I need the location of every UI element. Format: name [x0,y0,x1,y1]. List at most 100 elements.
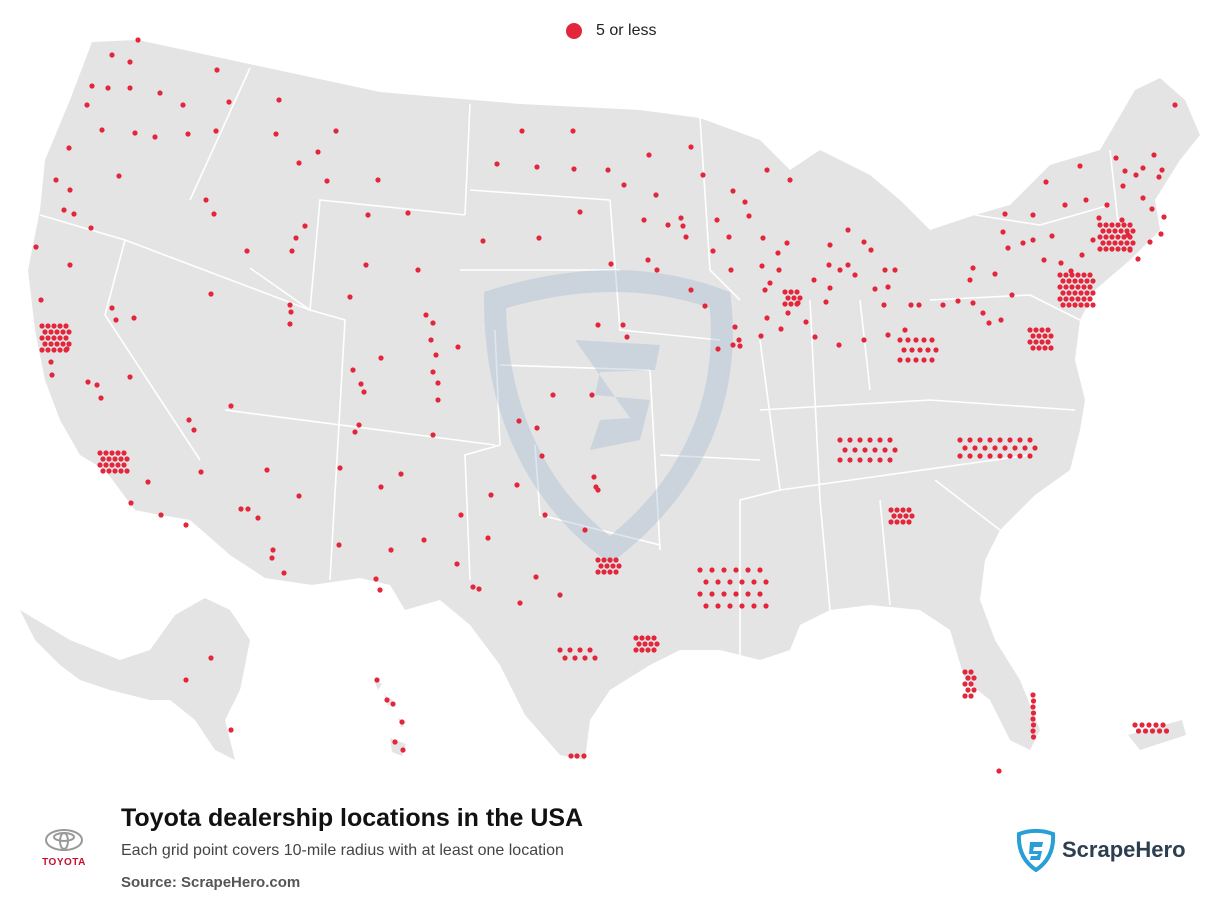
dealership-dot [867,437,873,443]
dealership-dot [900,507,906,513]
dealership-dot [48,329,54,335]
dealership-dot [745,567,751,573]
dealership-dot [1030,692,1036,698]
dealership-dot [683,234,689,240]
dealership-dot [710,248,716,254]
dealership-dot [415,267,421,273]
dealership-dot [1140,165,1146,171]
dealership-dot [118,468,124,474]
dealership-dot [1030,333,1036,339]
dealership-dot [1042,345,1048,351]
dealership-dot [757,591,763,597]
dealership-dot [778,326,784,332]
dealership-dot [1060,302,1066,308]
dealership-dot [894,519,900,525]
dealership-dot [106,468,112,474]
dealership-dot [645,635,651,641]
dealership-dot [620,322,626,328]
dealership-dot [1030,710,1037,716]
dealership-dot [1063,284,1069,290]
dealership-dot [892,447,898,453]
dealership-dot [887,437,893,443]
dealership-dot [400,747,406,753]
dealership-dot [1127,222,1133,228]
state-borders [39,67,1121,660]
dealership-dot [270,547,276,553]
dealership-dot [1072,302,1078,308]
dealership-dot [1118,240,1124,246]
dealership-dot [788,289,794,295]
dealership-dot [852,447,858,453]
dealership-dot [888,519,894,525]
dealership-dot [1153,722,1159,728]
dealership-dot [892,267,898,273]
dealership-dot [745,591,751,597]
dealership-dot [57,335,63,341]
dealership-dot [909,347,915,353]
dealership-dot [1084,290,1090,296]
dealership-dot [1002,445,1008,451]
dealership-dot [1030,212,1036,218]
dealership-dot [109,52,115,58]
dealership-dot [113,317,119,323]
dealership-dot [1159,167,1165,173]
dealership-dot [826,262,832,268]
dealership-dot [1097,246,1103,252]
dealership-dot [888,507,894,513]
dealership-dot [797,295,803,301]
dealership-dot [906,519,912,525]
dealership-dot [1087,296,1093,302]
dealership-dot [361,389,367,395]
dealership-dot [967,453,973,459]
dealership-dot [390,701,396,707]
dealership-dot [63,347,69,353]
dealership-dot [423,312,429,318]
dealership-dot [610,563,616,569]
dealership-dot [157,90,163,96]
dealership-dot [906,507,912,513]
dealership-dot [127,374,133,380]
dealership-dot [648,641,654,647]
map-subtitle: Each grid point covers 10-mile radius wi… [121,842,564,859]
dealership-dot [1100,228,1106,234]
scrapehero-watermark-icon [483,270,733,564]
dealership-dot [709,591,715,597]
dealership-dot [54,341,60,347]
dealership-dot [112,456,118,462]
dealership-dot [757,567,763,573]
dealership-dot [118,456,124,462]
dealership-dot [514,482,520,488]
dealership-dot [1063,272,1069,278]
dealership-dot [315,149,321,155]
dealership-dot [1115,246,1121,252]
dealership-dot [1078,290,1084,296]
dealership-dot [470,584,476,590]
dealership-dot [621,182,627,188]
dealership-dot [715,579,721,585]
dealership-dot [51,323,57,329]
dealership-dot [454,561,460,567]
dealership-dot [645,257,651,263]
dealership-dot [582,527,588,533]
dealership-dot [1060,278,1066,284]
dealership-dot [336,542,342,548]
dealership-dot [109,450,115,456]
dealership-dot [1132,722,1138,728]
dealership-dot [1133,172,1139,178]
usa-map [20,37,1200,774]
dealership-dot [115,450,121,456]
dealership-dot [1057,296,1063,302]
dealership-dot [847,457,853,463]
dealership-dot [228,727,234,733]
dealership-dot [962,445,968,451]
dealership-dot [613,569,619,575]
dealership-dot [593,484,599,490]
dealership-dot [762,287,768,293]
dealership-dot [550,392,556,398]
dealership-dot [1130,240,1136,246]
dealership-dot [891,513,897,519]
dealership-dot [654,641,660,647]
dealership-dot [1072,290,1078,296]
dealership-dot [971,687,977,693]
dealership-dot [1151,152,1157,158]
